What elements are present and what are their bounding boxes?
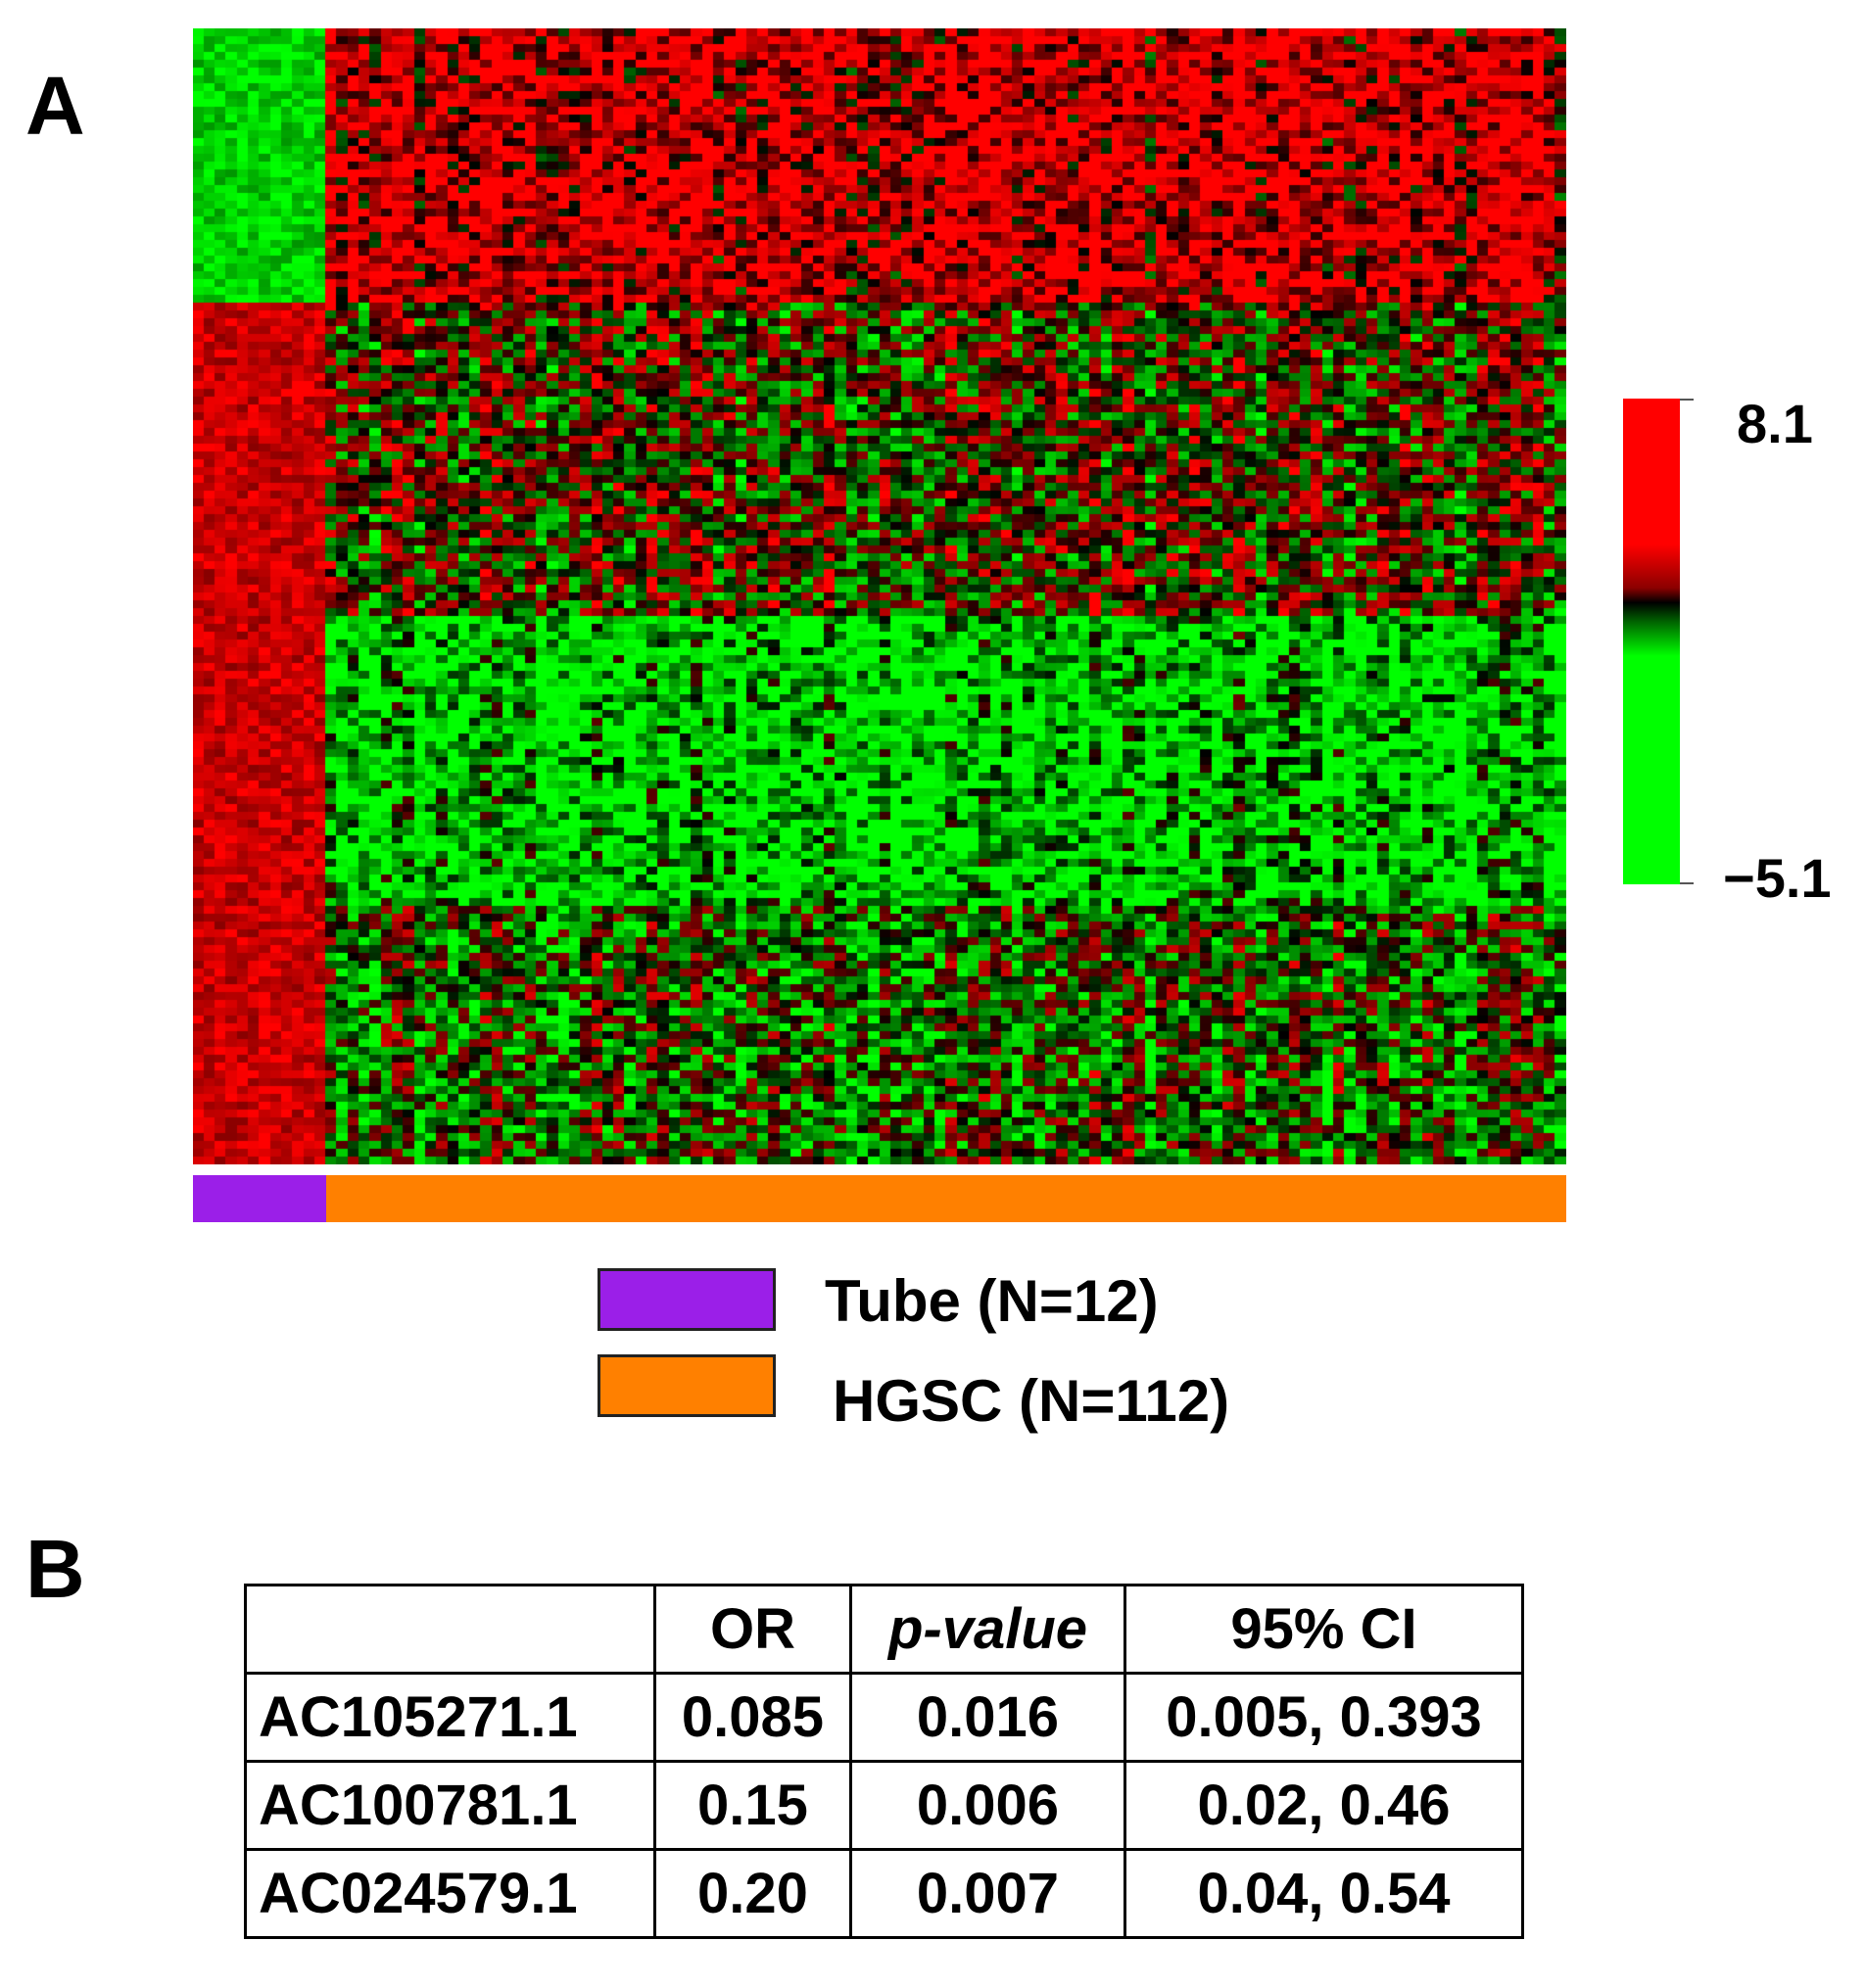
group-bar-hgsc bbox=[325, 1175, 1566, 1222]
legend-label-tube: Tube (N=12) bbox=[825, 1268, 1159, 1334]
table-cell-gene: AC105271.1 bbox=[244, 1672, 656, 1763]
table-cell-or: 0.15 bbox=[653, 1760, 852, 1851]
table-header-ci: 95% CI bbox=[1124, 1584, 1524, 1675]
panel-a-label: A bbox=[25, 60, 85, 152]
table-cell-or: 0.085 bbox=[653, 1672, 852, 1763]
table-cell-ci: 0.04, 0.54 bbox=[1124, 1848, 1524, 1939]
table-cell-pvalue: 0.006 bbox=[849, 1760, 1126, 1851]
table-cell-ci: 0.02, 0.46 bbox=[1124, 1760, 1524, 1851]
table-header-pvalue: p-value bbox=[849, 1584, 1126, 1675]
table-row: AC024579.1 0.20 0.007 0.04, 0.54 bbox=[244, 1848, 1524, 1939]
table-header-or: OR bbox=[653, 1584, 852, 1675]
table-row: AC105271.1 0.085 0.016 0.005, 0.393 bbox=[244, 1672, 1524, 1763]
legend-swatch-tube bbox=[598, 1268, 776, 1331]
table-row: AC100781.1 0.15 0.006 0.02, 0.46 bbox=[244, 1760, 1524, 1851]
colorbar-max-label: 8.1 bbox=[1737, 393, 1813, 454]
table-cell-pvalue: 0.016 bbox=[849, 1672, 1126, 1763]
sample-group-bar bbox=[193, 1175, 1566, 1222]
group-bar-tube bbox=[193, 1175, 326, 1222]
colorbar: 8.1 −5.1 bbox=[1621, 397, 1837, 906]
table-cell-ci: 0.005, 0.393 bbox=[1124, 1672, 1524, 1763]
table-cell-gene: AC100781.1 bbox=[244, 1760, 656, 1851]
table-cell-pvalue: 0.007 bbox=[849, 1848, 1126, 1939]
panel-b-label: B bbox=[25, 1523, 85, 1615]
legend-swatch-hgsc bbox=[598, 1354, 776, 1417]
colorbar-gradient bbox=[1623, 399, 1694, 884]
table-header-blank bbox=[244, 1584, 656, 1675]
colorbar-min-label: −5.1 bbox=[1723, 847, 1832, 909]
table-cell-gene: AC024579.1 bbox=[244, 1848, 656, 1939]
legend-label-hgsc: HGSC (N=112) bbox=[833, 1368, 1230, 1434]
table-cell-or: 0.20 bbox=[653, 1848, 852, 1939]
table-header-row: OR p-value 95% CI bbox=[244, 1584, 1524, 1675]
expression-heatmap bbox=[193, 28, 1566, 1164]
odds-ratio-table: OR p-value 95% CI AC105271.1 0.085 0.016… bbox=[244, 1584, 1524, 1939]
